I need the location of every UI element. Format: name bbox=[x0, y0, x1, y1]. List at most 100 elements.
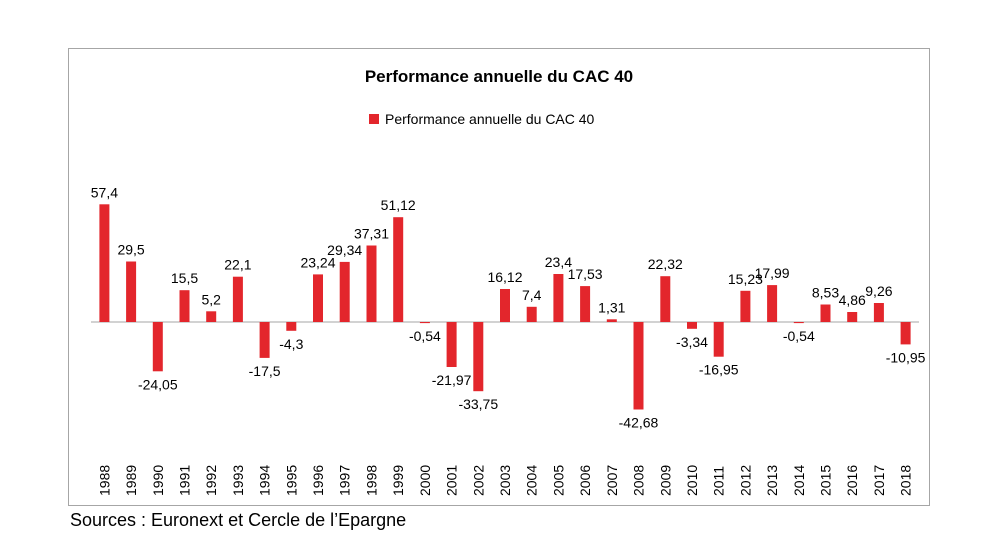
value-label-1991: 15,5 bbox=[171, 270, 198, 286]
legend-swatch bbox=[369, 114, 379, 124]
value-label-2000: -0,54 bbox=[409, 328, 441, 344]
bar-2015 bbox=[820, 304, 831, 322]
x-tick-label-2004: 2004 bbox=[524, 465, 540, 496]
value-label-1990: -24,05 bbox=[138, 376, 178, 392]
legend: Performance annuelle du CAC 40 bbox=[369, 111, 594, 127]
bar-2012 bbox=[740, 290, 751, 322]
value-label-2017: 9,26 bbox=[865, 283, 892, 299]
bar-2014 bbox=[793, 322, 804, 324]
value-label-2011: -16,95 bbox=[699, 362, 739, 378]
x-tick-label-1999: 1999 bbox=[390, 465, 406, 496]
x-tick-label-1991: 1991 bbox=[177, 465, 193, 496]
bar-2007 bbox=[606, 319, 617, 322]
value-label-2018: -10,95 bbox=[886, 349, 926, 365]
bar-1997 bbox=[339, 261, 350, 322]
bar-2016 bbox=[847, 312, 858, 322]
bar-2013 bbox=[767, 285, 778, 322]
legend-label: Performance annuelle du CAC 40 bbox=[385, 111, 595, 127]
x-tick-label-2000: 2000 bbox=[417, 465, 433, 496]
x-tick-label-2012: 2012 bbox=[737, 465, 753, 496]
bar-2018 bbox=[900, 322, 911, 345]
value-label-2006: 17,53 bbox=[568, 266, 603, 282]
value-label-1998: 37,31 bbox=[354, 226, 389, 242]
value-label-2016: 4,86 bbox=[839, 292, 866, 308]
value-label-1994: -17,5 bbox=[249, 363, 281, 379]
bar-2011 bbox=[713, 322, 724, 357]
x-tick-label-2005: 2005 bbox=[550, 465, 566, 496]
bar-1999 bbox=[393, 217, 404, 322]
value-label-2001: -21,97 bbox=[432, 372, 472, 388]
source-note: Sources : Euronext et Cercle de l’Epargn… bbox=[70, 510, 407, 530]
bar-2000 bbox=[419, 322, 430, 324]
chart-frame: Performance annuelle du CAC 40 Performan… bbox=[68, 48, 930, 506]
x-tick-label-2018: 2018 bbox=[898, 465, 914, 496]
value-label-2009: 22,32 bbox=[648, 256, 683, 272]
bar-1995 bbox=[286, 322, 297, 331]
x-tick-label-1998: 1998 bbox=[364, 465, 380, 496]
x-tick-label-1997: 1997 bbox=[337, 465, 353, 496]
value-label-2003: 16,12 bbox=[487, 269, 522, 285]
bar-1998 bbox=[366, 245, 377, 322]
value-label-2005: 23,4 bbox=[545, 254, 572, 270]
value-label-1989: 29,5 bbox=[117, 242, 144, 258]
x-tick-label-2008: 2008 bbox=[631, 465, 647, 496]
x-tick-label-1995: 1995 bbox=[283, 465, 299, 496]
x-tick-label-2001: 2001 bbox=[444, 465, 460, 496]
value-label-2013: 17,99 bbox=[755, 265, 790, 281]
bar-1994 bbox=[259, 322, 270, 358]
x-tick-label-2007: 2007 bbox=[604, 465, 620, 496]
bar-1996 bbox=[313, 274, 323, 322]
x-tick-label-2009: 2009 bbox=[657, 465, 673, 496]
value-label-2008: -42,68 bbox=[619, 415, 659, 431]
x-tick-label-2003: 2003 bbox=[497, 465, 513, 496]
x-tick-label-2014: 2014 bbox=[791, 465, 807, 496]
x-tick-label-1988: 1988 bbox=[96, 465, 112, 496]
x-tick-label-1992: 1992 bbox=[203, 465, 219, 496]
value-label-2014: -0,54 bbox=[783, 328, 815, 344]
value-label-1992: 5,2 bbox=[201, 291, 221, 307]
bar-2001 bbox=[446, 322, 457, 367]
value-label-1997: 29,34 bbox=[327, 242, 362, 258]
bar-2010 bbox=[687, 322, 697, 329]
value-label-2004: 7,4 bbox=[522, 287, 542, 303]
x-tick-label-2017: 2017 bbox=[871, 465, 887, 496]
value-label-2012: 15,23 bbox=[728, 271, 763, 287]
bar-1988 bbox=[99, 204, 110, 322]
value-label-1999: 51,12 bbox=[381, 197, 416, 213]
value-label-2007: 1,31 bbox=[598, 299, 625, 315]
bar-2005 bbox=[553, 274, 564, 322]
value-label-1988: 57,4 bbox=[91, 184, 118, 200]
x-tick-label-1996: 1996 bbox=[310, 465, 326, 496]
x-tick-label-1994: 1994 bbox=[257, 465, 273, 496]
bar-2004 bbox=[526, 306, 537, 322]
bar-2003 bbox=[500, 289, 510, 322]
bar-1989 bbox=[126, 261, 137, 322]
x-tick-label-2006: 2006 bbox=[577, 465, 593, 496]
bar-chart-plot: 57,4 1988 29,5 1989 -24,05 1990 15,5 1991 5,2 199… bbox=[91, 184, 926, 496]
bar-2008 bbox=[633, 322, 644, 410]
x-tick-label-1990: 1990 bbox=[150, 465, 166, 496]
value-label-2010: -3,34 bbox=[676, 334, 708, 350]
bar-2002 bbox=[473, 322, 484, 392]
bar-1993 bbox=[232, 276, 243, 322]
chart-title: Performance annuelle du CAC 40 bbox=[364, 67, 634, 86]
value-label-1996: 23,24 bbox=[300, 254, 335, 270]
x-tick-label-2010: 2010 bbox=[684, 465, 700, 496]
bar-2009 bbox=[660, 276, 671, 322]
x-tick-label-1993: 1993 bbox=[230, 465, 246, 496]
value-label-2002: -33,75 bbox=[458, 396, 498, 412]
bar-1992 bbox=[206, 311, 217, 322]
bar-1991 bbox=[179, 290, 190, 322]
x-tick-label-2016: 2016 bbox=[844, 465, 860, 496]
value-label-1995: -4,3 bbox=[279, 336, 303, 352]
x-tick-label-2015: 2015 bbox=[818, 465, 834, 496]
x-tick-label-1989: 1989 bbox=[123, 465, 139, 496]
bar-2017 bbox=[873, 303, 884, 322]
x-tick-label-2002: 2002 bbox=[470, 465, 486, 496]
bar-1990 bbox=[152, 322, 163, 372]
x-tick-label-2011: 2011 bbox=[711, 466, 727, 496]
bar-2006 bbox=[580, 286, 591, 322]
x-tick-label-2013: 2013 bbox=[764, 465, 780, 496]
value-label-1993: 22,1 bbox=[224, 257, 251, 273]
value-label-2015: 8,53 bbox=[812, 285, 839, 301]
